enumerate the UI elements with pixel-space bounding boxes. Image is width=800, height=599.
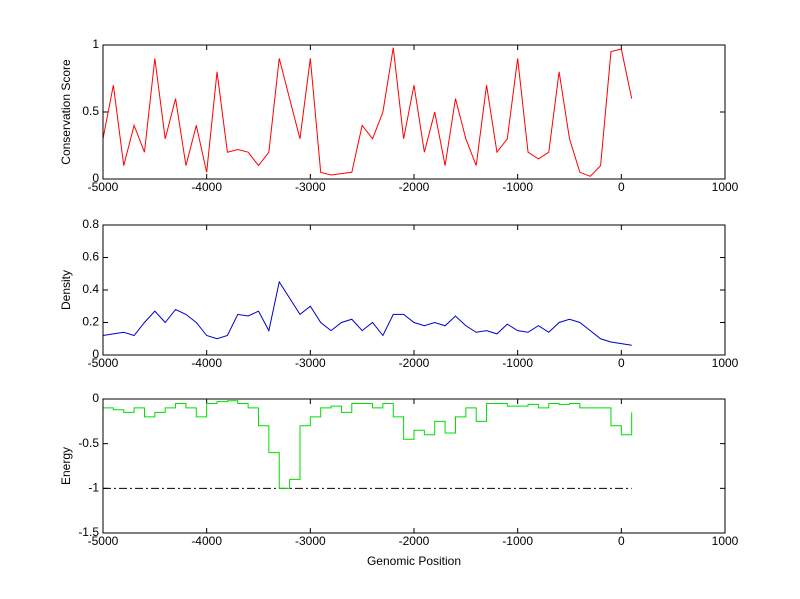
x-tick-label: -5000 xyxy=(88,356,119,370)
y-tick-label: 0.6 xyxy=(82,250,99,264)
x-tick-label: 1000 xyxy=(712,356,739,370)
x-tick-label: 0 xyxy=(618,180,625,194)
y-tick-label: 0 xyxy=(92,171,99,185)
x-tick-label: -5000 xyxy=(88,534,119,548)
x-tick-label: -1000 xyxy=(502,356,533,370)
x-tick-label: -2000 xyxy=(399,356,430,370)
y-tick-label: 0 xyxy=(92,347,99,361)
axes-frame xyxy=(102,44,726,180)
y-axis-label: Conservation Score xyxy=(59,59,73,165)
axes-background xyxy=(103,45,725,179)
y-tick-label: 0.8 xyxy=(82,217,99,231)
x-tick-label: 0 xyxy=(618,356,625,370)
x-tick-label: -3000 xyxy=(295,356,326,370)
x-tick-label: 0 xyxy=(618,534,625,548)
axes-frame xyxy=(102,224,726,356)
x-tick-label: -4000 xyxy=(191,180,222,194)
x-tick-label: -4000 xyxy=(191,534,222,548)
data-line xyxy=(102,280,632,346)
axes-frame xyxy=(102,398,726,534)
x-tick-label: -1000 xyxy=(502,180,533,194)
x-tick-label: -4000 xyxy=(191,356,222,370)
x-tick-label: 1000 xyxy=(712,180,739,194)
x-tick-label: -2000 xyxy=(399,180,430,194)
y-tick-label: 1 xyxy=(92,37,99,51)
y-axis-label: Density xyxy=(59,270,73,310)
x-tick-label: -3000 xyxy=(295,180,326,194)
x-tick-label: -1000 xyxy=(502,534,533,548)
y-tick-label: 0 xyxy=(92,391,99,405)
x-tick-label: 1000 xyxy=(712,534,739,548)
axes-background xyxy=(103,225,725,355)
y-tick-label: 0.2 xyxy=(82,315,99,329)
y-axis-label: Energy xyxy=(59,447,73,485)
data-line xyxy=(102,47,633,177)
axes-background xyxy=(103,399,725,533)
x-tick-label: -5000 xyxy=(88,180,119,194)
y-tick-label: -1.5 xyxy=(78,525,99,539)
x-tick-label: -3000 xyxy=(295,534,326,548)
x-tick-label: -2000 xyxy=(399,534,430,548)
y-tick-label: -0.5 xyxy=(78,436,99,450)
x-axis-label: Genomic Position xyxy=(367,554,461,568)
y-tick-label: 0.4 xyxy=(82,282,99,296)
y-tick-label: 0.5 xyxy=(82,104,99,118)
y-tick-label: -1 xyxy=(88,481,99,495)
data-line xyxy=(103,400,633,489)
